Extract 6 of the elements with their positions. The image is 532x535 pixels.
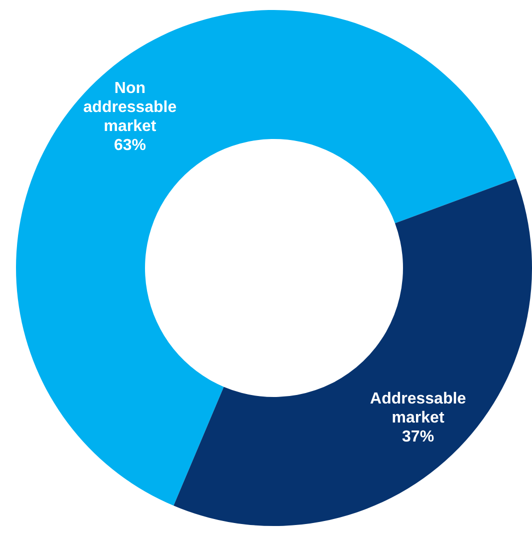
- data-label: 37%: [402, 428, 434, 446]
- donut-slice: [174, 178, 532, 526]
- donut-slice: [16, 10, 516, 506]
- slice-label: Non addressable market: [83, 80, 177, 135]
- data-label: 63%: [114, 136, 146, 154]
- slice-label: Addressable market: [370, 390, 466, 427]
